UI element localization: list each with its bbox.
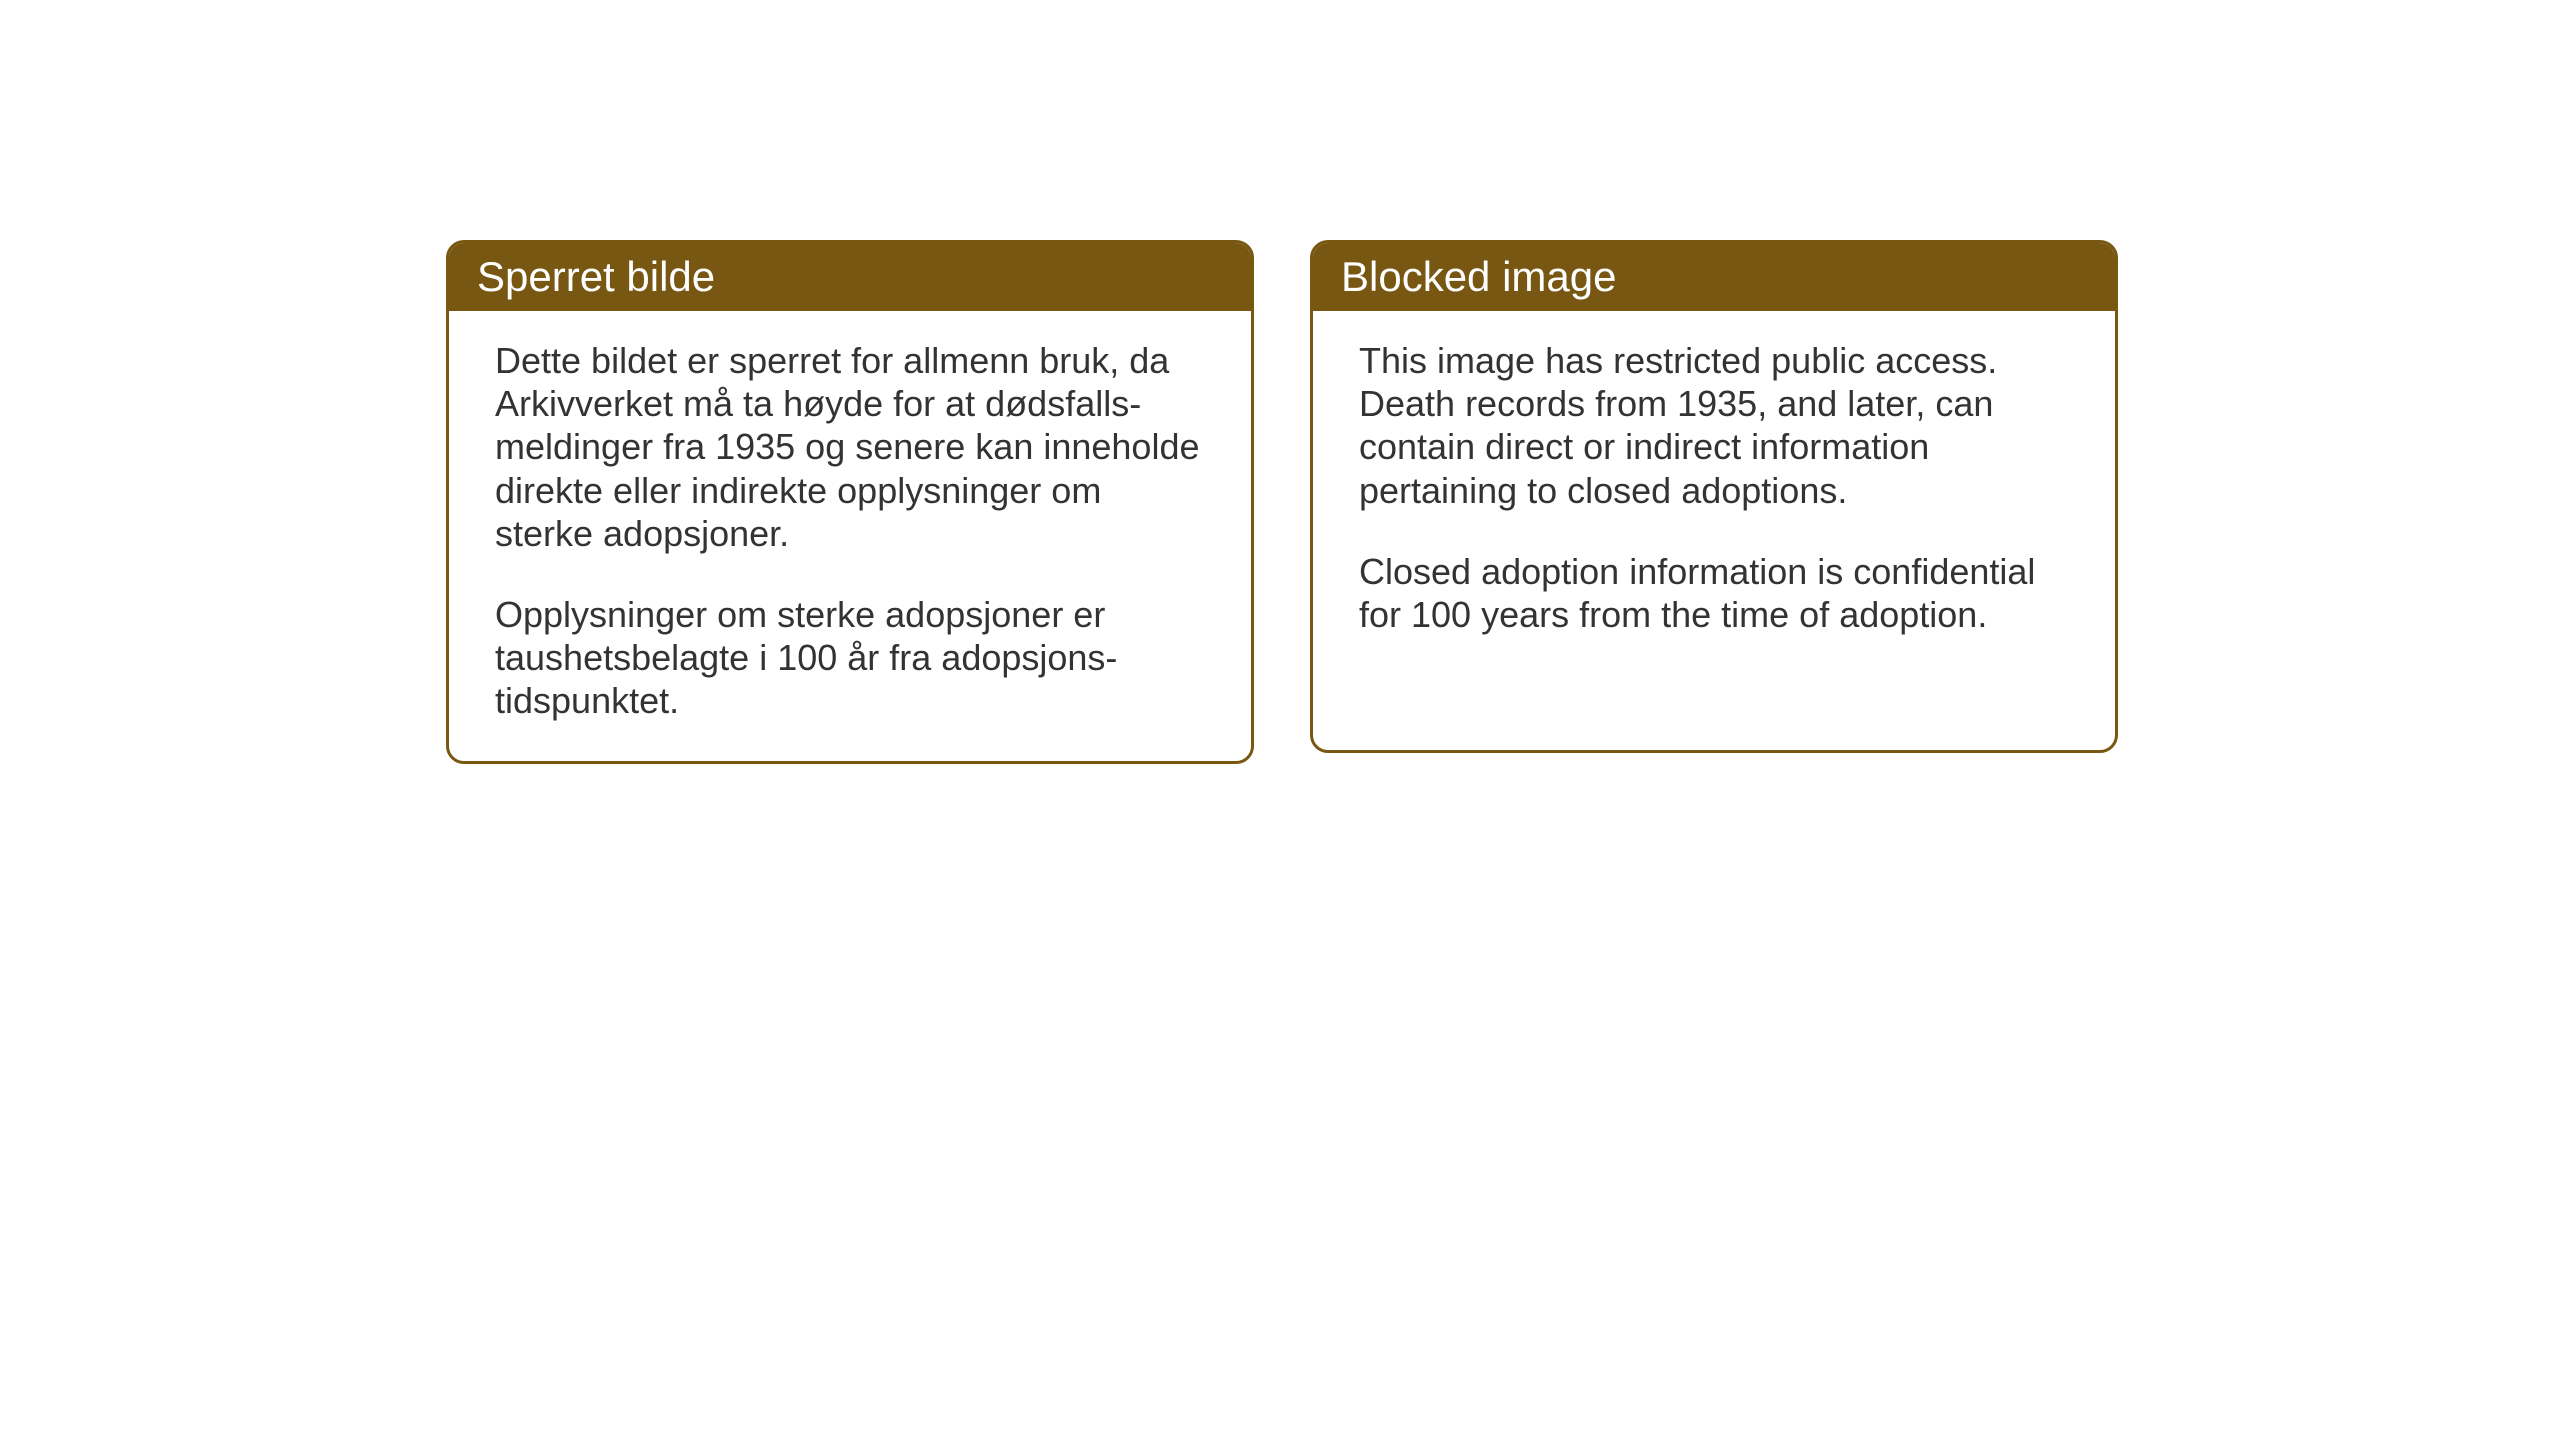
paragraph-norwegian-1: Dette bildet er sperret for allmenn bruk… bbox=[495, 339, 1205, 555]
paragraph-english-1: This image has restricted public access.… bbox=[1359, 339, 2069, 512]
card-body-english: This image has restricted public access.… bbox=[1313, 311, 2115, 674]
paragraph-norwegian-2: Opplysninger om sterke adopsjoner er tau… bbox=[495, 593, 1205, 723]
card-header-norwegian: Sperret bilde bbox=[449, 243, 1251, 311]
notice-container: Sperret bilde Dette bildet er sperret fo… bbox=[446, 240, 2118, 764]
card-body-norwegian: Dette bildet er sperret for allmenn bruk… bbox=[449, 311, 1251, 761]
paragraph-english-2: Closed adoption information is confident… bbox=[1359, 550, 2069, 636]
notice-card-norwegian: Sperret bilde Dette bildet er sperret fo… bbox=[446, 240, 1254, 764]
notice-card-english: Blocked image This image has restricted … bbox=[1310, 240, 2118, 753]
card-header-english: Blocked image bbox=[1313, 243, 2115, 311]
